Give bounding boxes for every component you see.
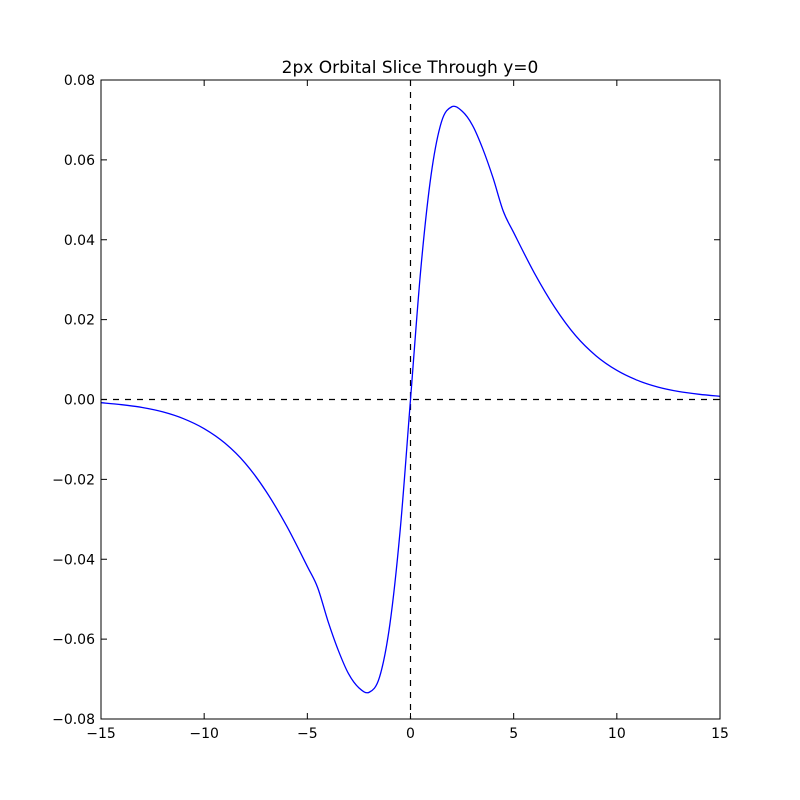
y-tick-label: −0.02 [52,472,95,488]
x-tick-label: 5 [509,726,518,742]
y-tick-label: 0.02 [64,313,95,329]
y-tick-label: 0.06 [64,153,95,169]
x-tick-label: −10 [189,726,219,742]
series-line-0 [100,105,721,694]
reference-lines [101,80,720,719]
series-layer [100,105,721,694]
y-tick-label: 0.00 [64,393,95,409]
y-tick-label: −0.06 [52,632,95,648]
y-tick-label: 0.08 [64,73,95,89]
y-tick-label: −0.08 [52,712,95,728]
x-tick-label: −5 [297,726,318,742]
y-tick-label: 0.04 [64,233,95,249]
x-tick-label: 15 [711,726,729,742]
y-axis: −0.08 −0.06 −0.04 −0.02 0.00 0.02 0.04 0.06 0.08 [52,73,720,728]
y-tick-label: −0.04 [52,552,95,568]
x-axis: −15 −10 −5 0 5 10 15 [86,80,729,742]
x-tick-label: 0 [406,726,415,742]
chart-title: 2px Orbital Slice Through y=0 [282,58,539,78]
x-tick-label: −15 [86,726,116,742]
x-tick-label: 10 [608,726,626,742]
